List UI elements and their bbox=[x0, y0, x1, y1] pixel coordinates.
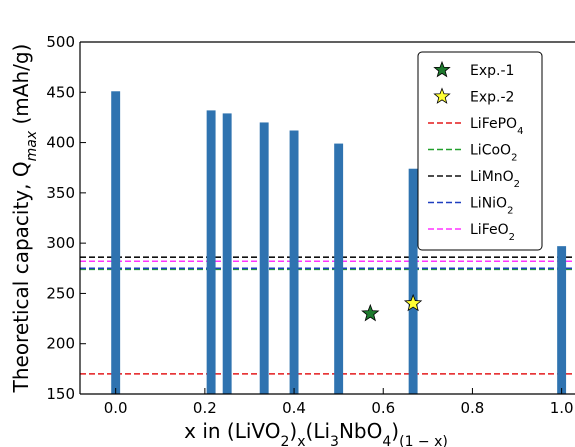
reference-lines bbox=[80, 256, 575, 375]
x-tick-label: 0.2 bbox=[193, 399, 217, 417]
legend-label: Exp.-2 bbox=[470, 90, 514, 106]
legend-label: LiFePO4 bbox=[470, 116, 523, 137]
x-axis-label: x in (LiVO2)x(Li3NbO4)(1 − x) bbox=[184, 419, 448, 447]
bar bbox=[408, 168, 418, 394]
y-tick-label: 450 bbox=[46, 83, 75, 101]
legend-star-marker bbox=[433, 87, 451, 104]
x-tick-label: 0.8 bbox=[461, 399, 485, 417]
y-tick-label: 150 bbox=[46, 385, 75, 403]
ticks: 150 200 250 300 350 400 450 500 0.0 0.2 0.4 0.6 0.8 1… bbox=[46, 33, 573, 417]
legend: Exp.-1 Exp.-2 LiFePO4 LiCoO2 LiMnO2 LiNiO2 LiF… bbox=[417, 51, 543, 251]
bar bbox=[206, 110, 216, 394]
bar bbox=[259, 122, 269, 394]
y-tick-label: 250 bbox=[46, 284, 75, 302]
bar bbox=[289, 130, 299, 394]
point-star bbox=[403, 293, 423, 312]
legend-label: Exp.-1 bbox=[470, 63, 514, 79]
y-tick-label: 200 bbox=[46, 335, 75, 353]
bar bbox=[334, 143, 344, 394]
bar bbox=[557, 246, 567, 394]
x-tick-label: 0.0 bbox=[104, 399, 128, 417]
x-tick-label: 0.6 bbox=[371, 399, 395, 417]
y-tick-label: 500 bbox=[46, 33, 75, 51]
y-tick-label: 350 bbox=[46, 184, 75, 202]
bars bbox=[111, 91, 567, 395]
legend-label: LiFeO2 bbox=[470, 222, 515, 243]
x-tick-label: 0.4 bbox=[282, 399, 306, 417]
legend-box bbox=[417, 51, 543, 251]
point-star bbox=[361, 303, 380, 322]
bar bbox=[111, 91, 121, 394]
legend-label: LiCoO2 bbox=[470, 143, 517, 164]
bar bbox=[222, 113, 232, 395]
legend-star-marker bbox=[433, 60, 451, 78]
y-tick-label: 400 bbox=[46, 134, 75, 152]
experimental-points bbox=[361, 293, 423, 322]
y-tick-label: 300 bbox=[46, 234, 75, 252]
legend-label: LiNiO2 bbox=[470, 196, 513, 217]
y-axis-label: Theoretical capacity, Qmax (mAh/g) bbox=[9, 44, 40, 394]
legend-label: LiMnO2 bbox=[470, 169, 520, 190]
x-tick-label: 1.0 bbox=[550, 399, 574, 417]
axes bbox=[79, 41, 575, 395]
